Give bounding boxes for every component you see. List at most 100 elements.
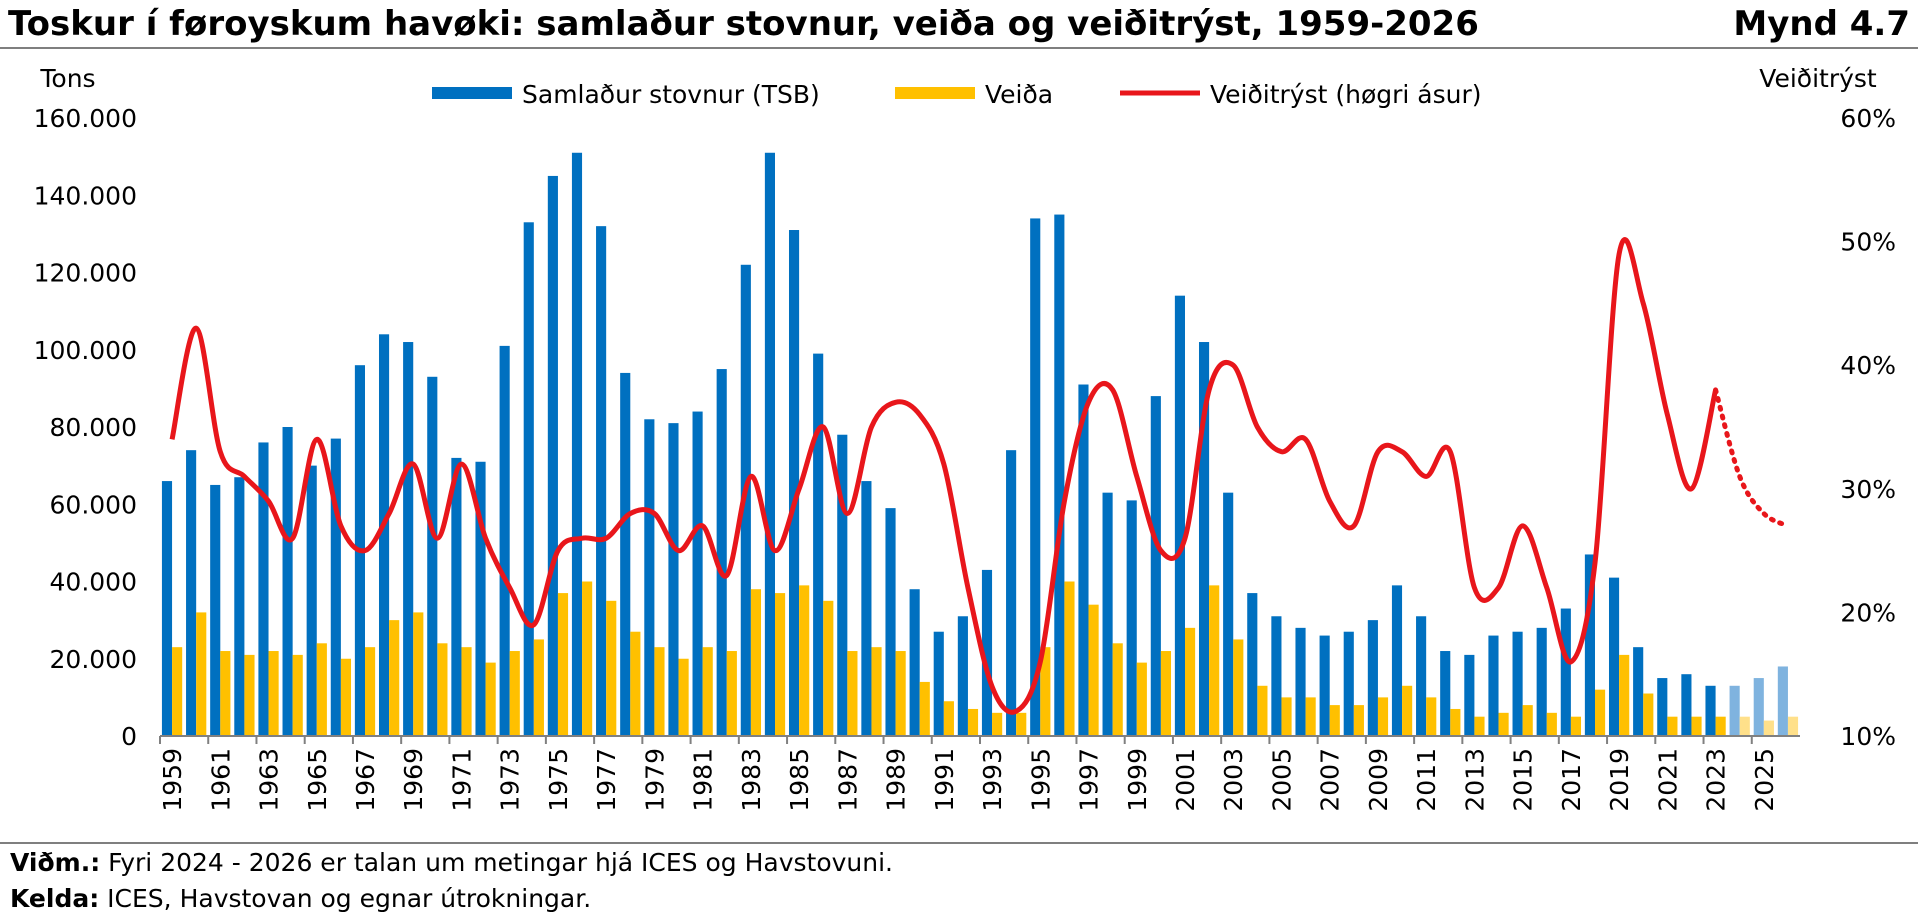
tsb-bar (764, 152, 775, 736)
tsb-bar (1608, 577, 1620, 736)
x-tick-label: 1977 (592, 748, 621, 812)
catch-bar (1667, 716, 1678, 736)
catch-bar (292, 654, 303, 736)
catch-bar (437, 643, 448, 736)
catch-bar (1595, 689, 1606, 736)
tsb-bar (1319, 635, 1330, 736)
left-tick-label: 0 (121, 722, 137, 751)
tsb-bar (1681, 674, 1692, 736)
right-tick-label: 60% (1840, 104, 1896, 133)
catch-bar (389, 620, 400, 736)
right-tick-label: 10% (1840, 722, 1896, 751)
catch-bar (726, 651, 737, 736)
catch-bar (1136, 662, 1147, 736)
legend-label: Veiðitrýst (høgri ásur) (1210, 80, 1482, 109)
catch-bar (244, 654, 255, 736)
x-tick-label: 1985 (785, 748, 814, 812)
catch-bar (1691, 716, 1702, 736)
catch-bar (1305, 697, 1316, 736)
tsb-bar (1054, 214, 1065, 736)
catch-bar (967, 708, 979, 736)
tsb-bar (1391, 585, 1403, 736)
bottom-divider (0, 842, 1918, 844)
x-tick-label: 1999 (1123, 748, 1152, 812)
x-tick-label: 1965 (303, 748, 332, 812)
right-tick-label: 30% (1840, 475, 1896, 504)
catch-bar (413, 612, 424, 736)
catch-bar (702, 647, 713, 736)
catch-bar (1281, 697, 1292, 736)
tsb-bar (330, 438, 341, 736)
x-tick-label: 1995 (1026, 748, 1055, 812)
x-tick-label: 1967 (351, 748, 380, 812)
catch-bar (582, 581, 593, 736)
catch-bar (1353, 705, 1364, 736)
left-axis-label: Tons (39, 64, 95, 93)
catch-bar (678, 658, 689, 736)
catch-bar (1040, 647, 1051, 736)
catch-bar (919, 681, 930, 736)
legend-swatch (895, 87, 975, 99)
catch-bar (1426, 697, 1437, 736)
tsb-bar (1247, 593, 1258, 736)
tsb-bar (1223, 492, 1234, 736)
tsb-bar (1705, 685, 1716, 736)
catch-bar (1450, 708, 1461, 736)
tsb-bar (716, 369, 727, 736)
catch-bar (943, 701, 954, 736)
x-tick-label: 2001 (1171, 748, 1200, 812)
tsb-bar (933, 631, 944, 736)
left-axis: 0 20.000 40.000 60.000 80.000 100.000 120.000 1… (34, 104, 137, 751)
x-tick-label: 2003 (1219, 748, 1248, 812)
catch-bar (823, 600, 834, 736)
catch-bar (1329, 705, 1340, 736)
chart-title: Toskur í føroyskum havøki: samlaður stov… (8, 4, 1479, 44)
tsb-bar (571, 152, 583, 736)
tsb-bar (1633, 647, 1644, 736)
tsb-bar (1512, 631, 1523, 736)
tsb-bar (1536, 627, 1547, 736)
catch-bar (509, 651, 520, 736)
fishing-pressure-line (169, 237, 1719, 715)
tsb-bar (210, 484, 221, 736)
tsb-bar (644, 419, 655, 736)
tsb-bar (1440, 651, 1451, 736)
x-tick-label: 1963 (255, 748, 284, 812)
catch-bar (1474, 716, 1485, 736)
tsb-bar (306, 465, 317, 736)
catch-bar (1088, 604, 1099, 736)
tsb-bar (1584, 554, 1595, 736)
catch-bar (340, 658, 352, 736)
tsb-bar (1777, 666, 1788, 736)
line-series (169, 237, 1791, 715)
left-tick-label: 80.000 (50, 413, 137, 442)
catch-bar (630, 631, 641, 736)
catch-bar (775, 593, 786, 736)
tsb-bar (403, 342, 414, 736)
x-tick-label: 1979 (640, 748, 669, 812)
catch-bar (1498, 712, 1509, 736)
x-tick-label: 2007 (1316, 748, 1345, 812)
tsb-bar (620, 372, 631, 736)
x-tick-label: 1971 (447, 748, 476, 812)
x-tick-label: 2005 (1267, 748, 1296, 812)
tsb-bar (1271, 616, 1282, 736)
tsb-bar (1126, 500, 1137, 736)
source-note: Kelda: ICES, Havstovan og egnar útroknin… (10, 884, 591, 913)
catch-bar (992, 712, 1003, 736)
catch-bar (365, 647, 376, 736)
tsb-bar (1030, 218, 1041, 737)
tsb-bar (788, 230, 800, 736)
catch-bar (606, 600, 617, 736)
right-axis-label: Veiðitrýst (1759, 64, 1877, 93)
tsb-bar (258, 442, 269, 736)
left-tick-label: 160.000 (34, 104, 137, 133)
x-tick-label: 1959 (158, 748, 187, 812)
catch-bar (1185, 627, 1196, 736)
right-tick-label: 20% (1840, 598, 1896, 627)
legend-label: Samlaður stovnur (TSB) (522, 80, 820, 109)
catch-bar (1377, 697, 1389, 736)
legend: Samlaður stovnur (TSB) Veiða Veiðitrýst (h… (432, 80, 1482, 109)
tsb-bar (957, 616, 968, 736)
tsb-bar (282, 427, 293, 736)
